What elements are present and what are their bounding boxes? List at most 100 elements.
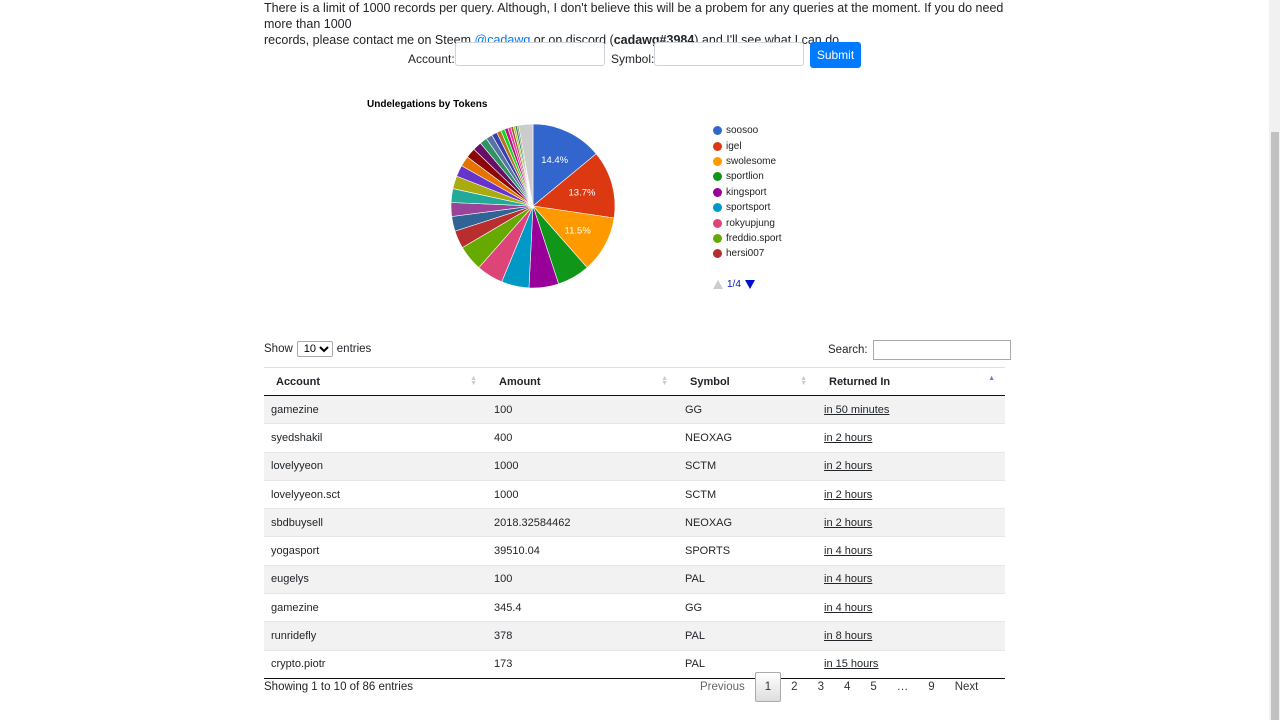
pagination-page[interactable]: 3 — [817, 681, 824, 693]
legend-swatch — [713, 141, 722, 151]
legend-item[interactable]: freddio.sport — [713, 231, 782, 246]
pagination-ellipsis: … — [896, 681, 909, 693]
cell-account: eugelys — [264, 564, 487, 594]
column-header-label: Symbol — [690, 375, 730, 388]
cell-amount: 1000 — [487, 479, 678, 509]
column-header-returned-in[interactable]: Returned In ▲ — [817, 367, 1005, 396]
cell-account: yogasport — [264, 536, 487, 566]
undelegations-table: Account ▲ ▼ Amount ▲ ▼ Symbol ▲ ▼ Returned In ▲… — [264, 367, 1005, 679]
account-input[interactable] — [455, 42, 605, 66]
entries-per-page-select[interactable]: 10 — [296, 341, 333, 357]
pagination-page[interactable]: 5 — [870, 681, 877, 693]
legend-item[interactable]: swolesome — [713, 154, 782, 169]
returned-in-link[interactable]: in 50 minutes — [824, 403, 890, 416]
legend-next-icon[interactable] — [744, 280, 755, 289]
returned-in-link[interactable]: in 15 hours — [824, 658, 879, 671]
returned-in-link[interactable]: in 2 hours — [824, 516, 873, 529]
returned-in-link[interactable]: in 8 hours — [824, 630, 873, 643]
pagination-next[interactable]: Next — [954, 681, 979, 693]
legend-label: kingsport — [726, 186, 767, 198]
entries-length-control: Show 10 entries — [264, 341, 371, 357]
cell-symbol: SPORTS — [678, 536, 817, 566]
pie-slice-label: 14.4% — [541, 155, 568, 166]
legend-prev-icon[interactable] — [713, 280, 723, 289]
legend-label: rokyupjung — [726, 217, 775, 229]
legend-item[interactable]: hersi007 — [713, 246, 782, 261]
cell-returned-in: in 4 hours — [817, 593, 1005, 622]
table-row: gamezine 100 GG in 50 minutes — [264, 394, 1005, 424]
pagination-page[interactable]: 1 — [754, 672, 782, 702]
legend-swatch — [713, 249, 722, 259]
column-header-symbol[interactable]: Symbol ▲ ▼ — [678, 367, 817, 396]
scrollbar-thumb[interactable] — [1271, 132, 1279, 720]
pagination-page[interactable]: 4 — [843, 681, 851, 693]
table-row: crypto.piotr 173 PAL in 15 hours — [264, 649, 1005, 679]
table-row: sbdbuysell 2018.32584462 NEOXAG in 2 hours — [264, 508, 1005, 537]
cell-symbol: SCTM — [678, 479, 817, 509]
cell-account: sbdbuysell — [264, 508, 487, 537]
pagination-previous[interactable]: Previous — [700, 681, 745, 693]
returned-in-link[interactable]: in 2 hours — [824, 488, 873, 501]
pagination-page[interactable]: 9 — [928, 681, 935, 693]
submit-button[interactable]: Submit — [810, 42, 861, 68]
undelegations-pie-chart: 14.4% 13.7% 11.5% — [450, 123, 616, 289]
legend-page-indicator: 1/4 — [727, 279, 741, 290]
cell-returned-in: in 4 hours — [817, 564, 1005, 594]
cell-amount: 345.4 — [487, 593, 678, 622]
sort-ascending-icon: ▲ — [988, 375, 995, 382]
column-header-amount[interactable]: Amount ▲ ▼ — [487, 367, 678, 396]
sort-icon: ▲ ▼ — [800, 375, 807, 387]
column-header-account[interactable]: Account ▲ ▼ — [264, 367, 487, 396]
pie-slice[interactable] — [532, 153, 616, 219]
cell-amount: 39510.04 — [487, 536, 678, 566]
legend-label: igel — [726, 140, 742, 152]
legend-item[interactable]: sportlion — [713, 169, 782, 184]
cell-symbol: GG — [678, 394, 817, 424]
returned-in-link[interactable]: in 4 hours — [824, 573, 873, 586]
column-header-label: Amount — [499, 375, 541, 388]
legend-swatch — [713, 218, 722, 228]
query-limit-notice: There is a limit of 1000 records per que… — [264, 0, 1006, 48]
legend-label: freddio.sport — [726, 232, 782, 244]
table-pagination: Previous 1 2 3 4 5 … 9 Next — [690, 672, 988, 702]
table-row: gamezine 345.4 GG in 4 hours — [264, 593, 1005, 622]
legend-item[interactable]: rokyupjung — [713, 215, 782, 230]
returned-in-link[interactable]: in 4 hours — [824, 545, 873, 558]
returned-in-link[interactable]: in 4 hours — [824, 601, 873, 614]
table-row: yogasport 39510.04 SPORTS in 4 hours — [264, 536, 1005, 566]
pie-slice-label: 11.5% — [565, 225, 592, 236]
cell-amount: 100 — [487, 394, 678, 424]
table-row: eugelys 100 PAL in 4 hours — [264, 564, 1005, 594]
legend-item[interactable]: soosoo — [713, 123, 782, 138]
sort-icon: ▲ ▼ — [470, 375, 477, 387]
legend-label: sportlion — [726, 171, 764, 183]
pie-slice-label: 13.7% — [569, 187, 596, 198]
page-scrollbar[interactable] — [1269, 0, 1280, 720]
cell-symbol: PAL — [678, 621, 817, 651]
cell-symbol: NEOXAG — [678, 508, 817, 537]
chart-legend: soosoo igel swolesome sportlion kingsport spo… — [713, 123, 782, 262]
table-info: Showing 1 to 10 of 86 entries — [264, 681, 413, 693]
column-header-label: Account — [276, 375, 320, 388]
cell-symbol: NEOXAG — [678, 423, 817, 453]
legend-swatch — [713, 203, 722, 213]
legend-item[interactable]: sportsport — [713, 200, 782, 215]
search-label: Search: — [828, 344, 868, 356]
returned-in-link[interactable]: in 2 hours — [824, 460, 873, 473]
returned-in-link[interactable]: in 2 hours — [824, 431, 873, 444]
cell-returned-in: in 4 hours — [817, 536, 1005, 566]
legend-swatch — [713, 156, 722, 166]
pagination-page[interactable]: 2 — [791, 681, 798, 693]
legend-item[interactable]: kingsport — [713, 185, 782, 200]
search-input[interactable] — [872, 340, 1011, 360]
legend-item[interactable]: igel — [713, 138, 782, 153]
symbol-input[interactable] — [654, 42, 804, 66]
cell-returned-in: in 2 hours — [817, 451, 1005, 481]
pie-slice[interactable] — [532, 123, 597, 207]
cell-account: runridefly — [264, 621, 487, 651]
pie-slice[interactable] — [518, 123, 534, 207]
legend-swatch — [713, 126, 722, 136]
cell-account: syedshakil — [264, 423, 487, 453]
table-search: Search: — [828, 340, 1011, 360]
entries-label: entries — [336, 343, 372, 355]
